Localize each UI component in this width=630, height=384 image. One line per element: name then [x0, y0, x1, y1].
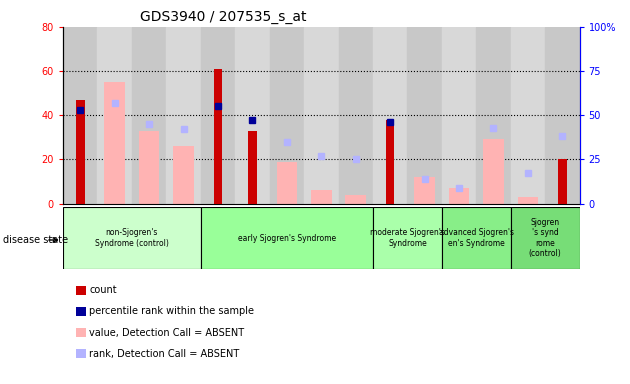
Bar	[76, 100, 84, 204]
Text: Sjogren
's synd
rome
(control): Sjogren 's synd rome (control)	[529, 218, 561, 258]
Bar	[518, 197, 538, 204]
Bar	[98, 27, 132, 204]
Bar	[166, 27, 201, 204]
Bar	[558, 159, 566, 204]
Bar	[214, 69, 222, 204]
Bar	[277, 162, 297, 204]
Bar	[408, 27, 442, 204]
Bar	[345, 195, 366, 204]
Bar	[105, 82, 125, 204]
Bar	[173, 146, 194, 204]
Text: percentile rank within the sample: percentile rank within the sample	[89, 306, 255, 316]
Text: rank, Detection Call = ABSENT: rank, Detection Call = ABSENT	[89, 349, 239, 359]
Bar	[338, 27, 373, 204]
Bar	[63, 27, 98, 204]
Bar	[139, 131, 159, 204]
Text: advanced Sjogren's
en's Syndrome: advanced Sjogren's en's Syndrome	[438, 228, 514, 248]
Bar	[304, 27, 338, 204]
Text: moderate Sjogren's
Syndrome: moderate Sjogren's Syndrome	[370, 228, 445, 248]
Text: value, Detection Call = ABSENT: value, Detection Call = ABSENT	[89, 328, 244, 338]
Bar	[442, 27, 476, 204]
Bar	[449, 188, 469, 204]
Bar	[442, 207, 511, 269]
Text: count: count	[89, 285, 117, 295]
Bar	[63, 207, 201, 269]
Bar	[476, 27, 511, 204]
Bar	[483, 139, 504, 204]
Bar	[201, 27, 235, 204]
Bar	[311, 190, 331, 204]
Bar	[511, 207, 580, 269]
Bar	[373, 27, 408, 204]
Bar	[201, 207, 373, 269]
Bar	[248, 131, 256, 204]
Bar	[386, 120, 394, 204]
Text: disease state: disease state	[3, 235, 68, 245]
Bar	[511, 27, 545, 204]
Text: early Sjogren's Syndrome: early Sjogren's Syndrome	[238, 233, 336, 243]
Text: GDS3940 / 207535_s_at: GDS3940 / 207535_s_at	[140, 10, 307, 25]
Bar	[373, 207, 442, 269]
Bar	[545, 27, 580, 204]
Bar	[415, 177, 435, 204]
Bar	[270, 27, 304, 204]
Bar	[235, 27, 270, 204]
Bar	[132, 27, 166, 204]
Text: non-Sjogren's
Syndrome (control): non-Sjogren's Syndrome (control)	[95, 228, 169, 248]
